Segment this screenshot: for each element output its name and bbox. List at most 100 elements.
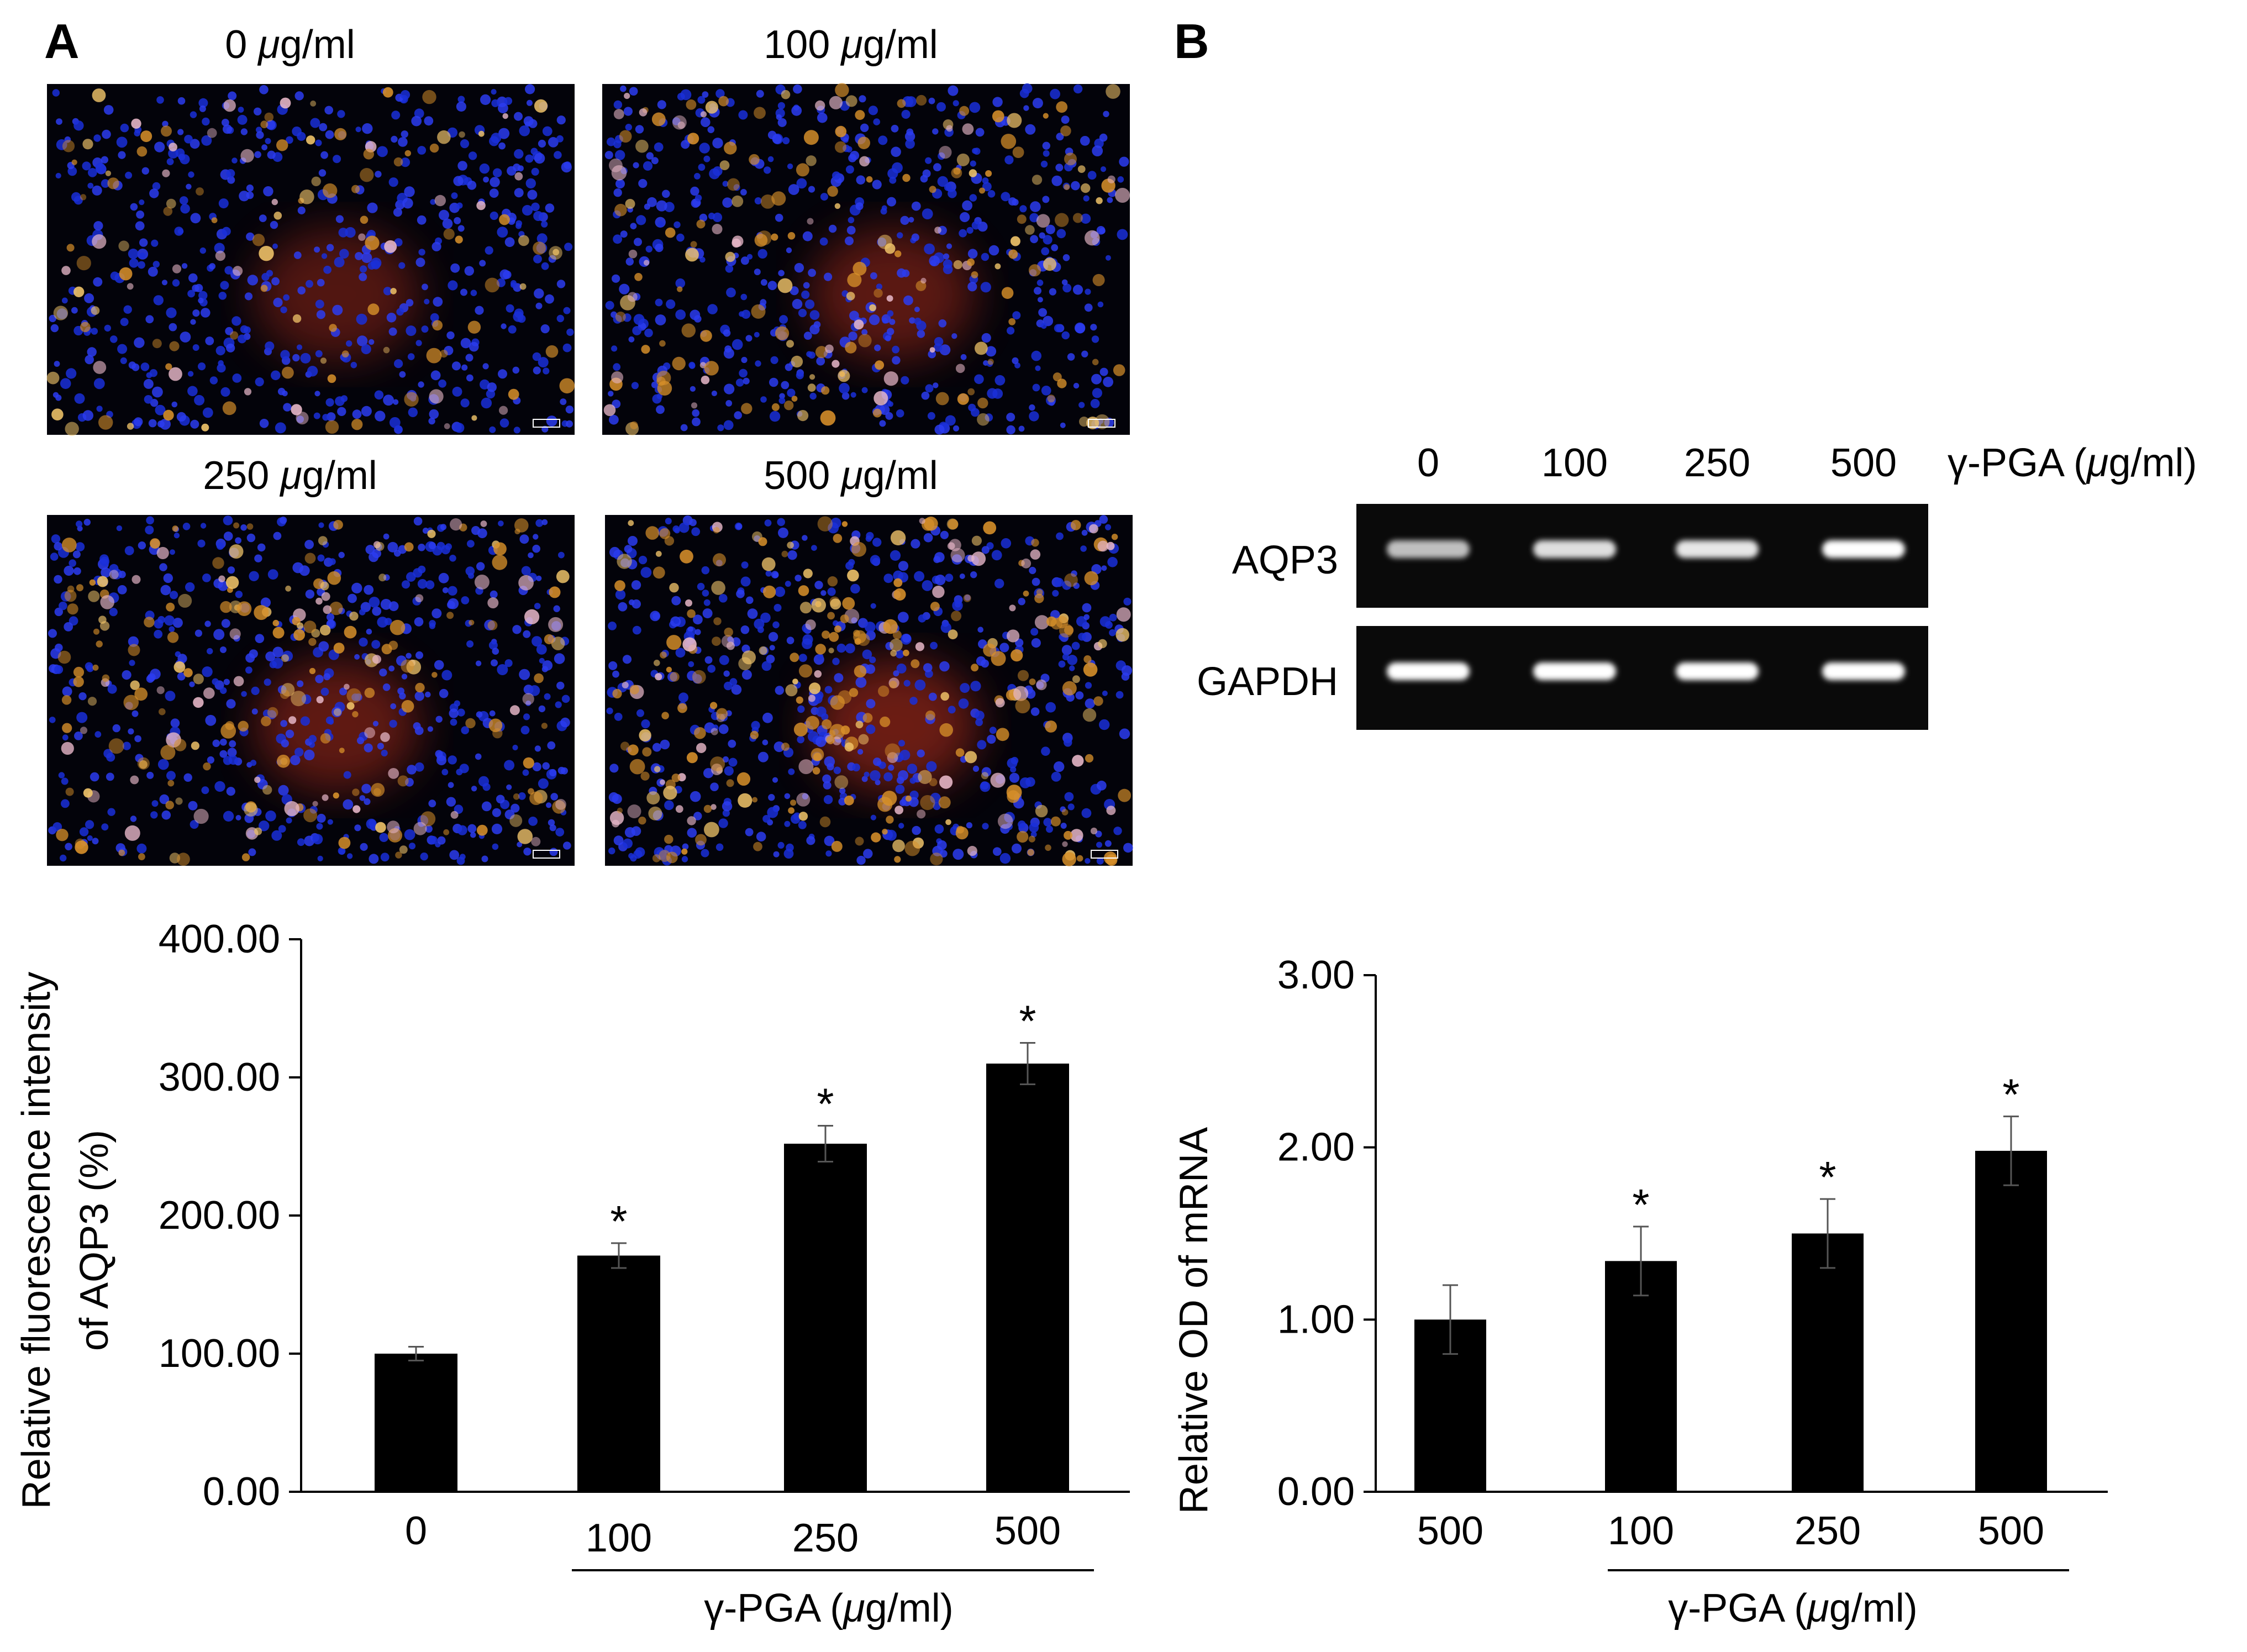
aqp3-stained-cell [629,759,645,775]
cell-nucleus [951,333,957,339]
aqp3-stained-cell [487,620,498,630]
aqp3-stained-cell [160,745,176,760]
cell-nucleus [657,100,666,109]
cell-nucleus [229,740,236,748]
cell-nucleus [656,405,665,414]
cell-nucleus [1119,728,1130,739]
cell-nucleus [778,397,786,404]
gel-lane-label: 500 [1830,441,1897,485]
aqp3-stained-cell [367,303,380,315]
cell-nucleus [866,630,876,640]
aqp3-stained-cell [499,214,510,225]
aqp3-stained-cell [877,234,892,249]
cell-nucleus [422,283,428,291]
aqp3-stained-cell [784,401,794,411]
cell-nucleus [850,583,860,594]
cell-nucleus [278,785,289,796]
cell-nucleus [874,344,881,351]
aqp3-stained-cell [726,641,735,650]
cell-nucleus [414,617,424,627]
cell-nucleus [707,304,718,314]
cell-nucleus [972,765,980,772]
aqp3-stained-cell [1035,804,1048,818]
aqp3-stained-cell [401,700,414,713]
aqp3-stained-cell [321,592,330,601]
cell-nucleus [226,787,235,796]
cell-nucleus [971,221,980,230]
cell-nucleus [418,544,425,551]
aqp3-stained-cell [796,792,811,807]
aqp3-stained-cell [51,408,64,420]
cell-nucleus [385,618,392,625]
aqp3-stained-cell [75,840,88,854]
cell-nucleus [1081,529,1088,536]
aqp3-stained-cell [1031,539,1039,547]
cell-nucleus [993,847,1002,856]
aqp3-stained-cell [603,404,616,417]
cell-nucleus [898,823,904,829]
cell-nucleus [822,774,832,783]
cell-nucleus [675,278,686,288]
aqp3-stained-cell [544,634,555,645]
cell-nucleus [218,198,229,209]
aqp3-stained-cell [969,169,977,177]
cell-nucleus [314,246,320,253]
cell-nucleus [975,711,985,720]
cell-nucleus [292,354,300,362]
cell-nucleus [827,587,836,596]
cell-nucleus [213,629,225,640]
aqp3-stained-cell [1083,662,1098,677]
aqp3-stained-cell [485,277,500,293]
cell-nucleus [54,665,64,674]
cell-nucleus [1091,373,1102,385]
cell-nucleus [317,813,326,823]
aqp3-stained-cell [617,807,623,814]
cell-nucleus [269,661,277,669]
aqp3-stained-cell [1092,359,1099,366]
aqp3-stained-cell [957,393,969,405]
cell-nucleus [430,199,436,205]
gel-header: γ-PGA (μg/ml) [1948,441,2197,485]
cell-nucleus [538,357,549,368]
aqp3-stained-cell [987,359,994,365]
cell-nucleus [887,197,896,207]
aqp3-stained-cell [415,594,424,603]
aqp3-stained-cell [938,796,951,809]
cell-nucleus [769,645,775,651]
aqp3-stained-cell [771,403,780,411]
cell-nucleus [676,233,685,242]
cell-nucleus [735,523,743,530]
cell-nucleus [48,629,57,638]
cell-nucleus [918,614,927,623]
cell-nucleus [304,749,315,761]
cell-nucleus [468,151,477,160]
aqp3-stained-cell [710,756,725,771]
aqp3-stained-cell [847,569,859,582]
cell-nucleus [202,666,213,677]
aqp3-stained-cell [80,322,91,333]
cell-nucleus [286,136,293,144]
cell-nucleus [532,636,543,647]
cell-nucleus [718,724,729,734]
cell-nucleus [959,574,965,579]
cell-nucleus [202,117,210,126]
cell-nucleus [248,848,256,856]
cell-nucleus [166,771,176,781]
cell-nucleus [777,518,785,527]
cell-nucleus [1064,792,1074,802]
cell-nucleus [201,308,211,318]
aqp3-stained-cell [399,845,408,854]
aqp3-stained-cell [965,751,977,764]
aqp3-stained-cell [635,139,649,153]
cell-nucleus [623,313,632,322]
cell-nucleus [361,252,372,263]
aqp3-stained-cell [710,702,718,709]
aqp3-stained-cell [434,194,446,207]
cell-nucleus [201,135,212,146]
cell-nucleus [1043,150,1050,157]
aqp3-stained-cell [352,805,361,813]
aqp3-stained-cell [339,748,345,754]
cell-nucleus [1025,689,1036,699]
cell-nucleus [470,290,477,296]
cell-nucleus [1083,195,1090,202]
